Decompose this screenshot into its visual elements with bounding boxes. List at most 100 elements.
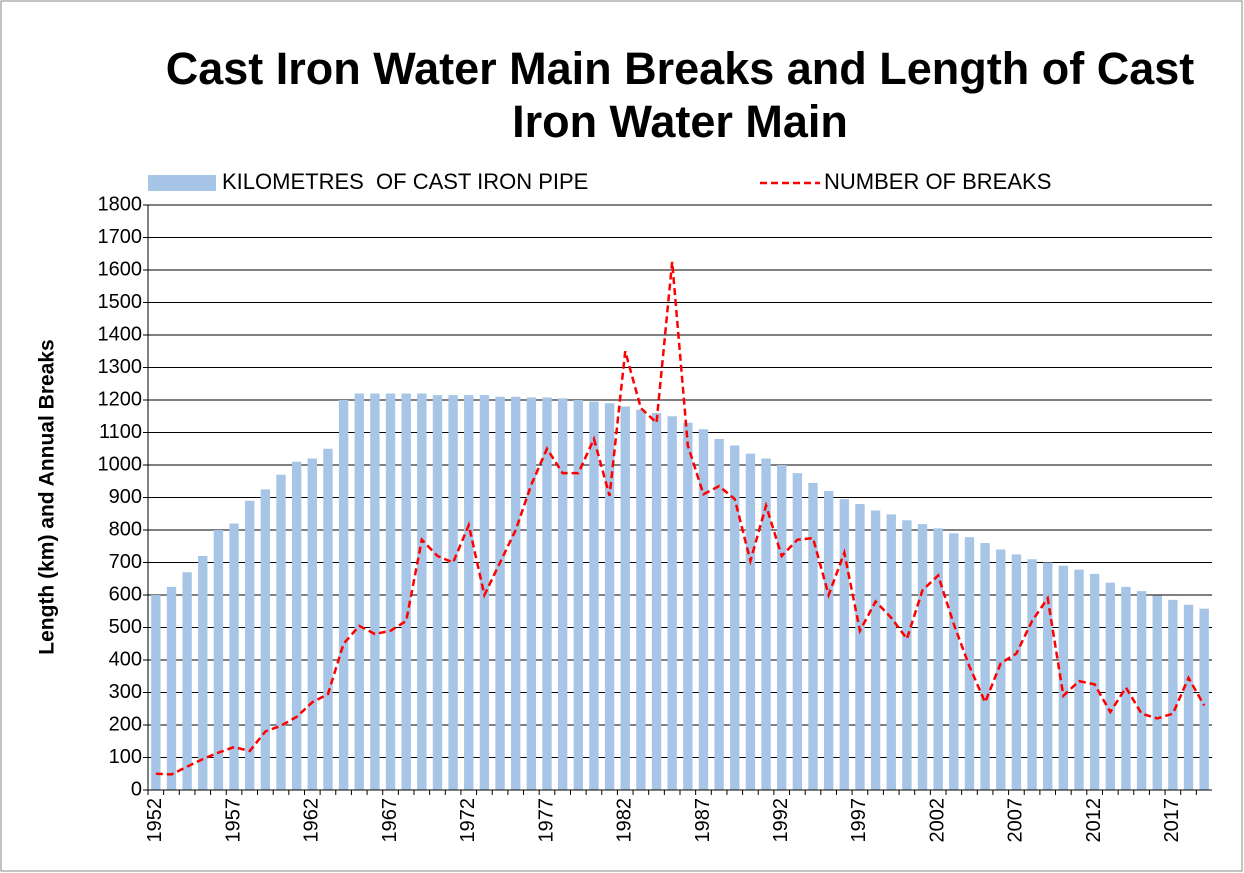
bar: [604, 403, 615, 790]
bar: [636, 409, 646, 790]
x-tick-label: 1967: [379, 798, 401, 843]
bar: [260, 489, 271, 790]
bar: [557, 398, 568, 790]
bar: [651, 413, 662, 790]
bar: [1089, 573, 1100, 790]
bar: [166, 586, 177, 790]
bar: [229, 523, 239, 790]
chart-title: Cast Iron Water Main Breaks and Length o…: [165, 43, 1195, 147]
bar: [1199, 608, 1209, 790]
x-tick-label: 2012: [1083, 798, 1105, 843]
x-tick-label: 1952: [144, 798, 166, 843]
bar: [307, 458, 317, 790]
y-tick-label: 600: [109, 583, 142, 605]
x-tick-label: 2017: [1161, 798, 1183, 843]
y-tick-label: 500: [109, 616, 142, 638]
bar: [589, 401, 599, 790]
bar: [808, 482, 818, 790]
y-tick-label: 1500: [98, 291, 143, 313]
bar: [1105, 582, 1115, 790]
y-tick-label: 1000: [98, 453, 143, 475]
bar: [338, 400, 349, 790]
x-tick-label: 1987: [692, 798, 714, 843]
bar: [464, 395, 474, 790]
bar: [1027, 559, 1037, 790]
x-tick-label: 1992: [770, 798, 792, 843]
bar: [245, 500, 255, 790]
bar: [855, 504, 865, 790]
line: [155, 261, 1206, 776]
y-tick-label: 1800: [98, 193, 143, 215]
x-tick-label: 1997: [848, 798, 870, 843]
bar: [401, 393, 411, 790]
bar: [714, 439, 724, 790]
bar: [792, 473, 803, 790]
y-tick-label: 1200: [98, 388, 143, 410]
bar: [683, 422, 693, 790]
x-tick-label: 1957: [222, 798, 244, 843]
bar: [1136, 591, 1147, 790]
bar: [276, 474, 286, 790]
bar: [448, 395, 458, 790]
bar: [730, 445, 740, 790]
x-tick-label: 1962: [301, 798, 323, 843]
bar: [839, 499, 849, 790]
y-tick-label: 400: [109, 648, 142, 670]
x-tick-label: 1977: [535, 798, 557, 843]
bar: [526, 397, 537, 790]
bar: [1168, 599, 1178, 790]
bar: [902, 520, 912, 790]
bar: [198, 556, 208, 790]
legend-label: NUMBER OF BREAKS: [824, 169, 1051, 194]
y-tick-label: 1300: [98, 356, 143, 378]
bar: [620, 406, 630, 790]
bar: [182, 572, 192, 790]
bar: [698, 429, 709, 790]
y-axis-label: Length (km) and Annual Breaks: [36, 339, 59, 654]
bar: [323, 448, 333, 790]
bar: [385, 393, 396, 790]
legend-label: KILOMETRES OF CAST IRON PIPE: [222, 169, 588, 194]
bar: [1043, 562, 1053, 790]
bar: [870, 510, 881, 790]
bar: [761, 458, 771, 790]
bar: [933, 528, 943, 790]
legend-swatch: [148, 175, 216, 191]
bar: [432, 395, 443, 790]
y-tick-label: 200: [109, 713, 142, 735]
bar: [1183, 604, 1194, 790]
bar: [886, 514, 896, 790]
y-tick-label: 1700: [98, 226, 143, 248]
y-tick-label: 100: [109, 746, 142, 768]
y-tick-label: 300: [109, 681, 142, 703]
bar: [151, 595, 161, 790]
x-tick-label: 1982: [614, 798, 636, 843]
y-tick-label: 900: [109, 486, 142, 508]
bar: [354, 393, 364, 790]
y-tick-label: 700: [109, 551, 142, 573]
bar: [777, 465, 787, 790]
bar: [370, 393, 380, 790]
bar: [573, 400, 583, 790]
bar: [495, 396, 505, 790]
bar: [213, 530, 224, 790]
x-tick-label: 2007: [1005, 798, 1027, 843]
bar: [949, 533, 959, 790]
x-tick-label: 2002: [926, 798, 948, 843]
bar: [417, 393, 427, 790]
y-tick-label: 800: [109, 518, 142, 540]
bar: [511, 396, 521, 790]
bar: [1074, 569, 1084, 790]
bar: [996, 549, 1006, 790]
bar: [542, 397, 552, 790]
y-tick-label: 1600: [98, 258, 143, 280]
bar: [291, 461, 302, 790]
bar: [1058, 565, 1069, 790]
bar: [980, 543, 990, 790]
y-tick-label: 0: [131, 778, 142, 800]
bar: [667, 416, 677, 790]
bar: [823, 491, 834, 790]
